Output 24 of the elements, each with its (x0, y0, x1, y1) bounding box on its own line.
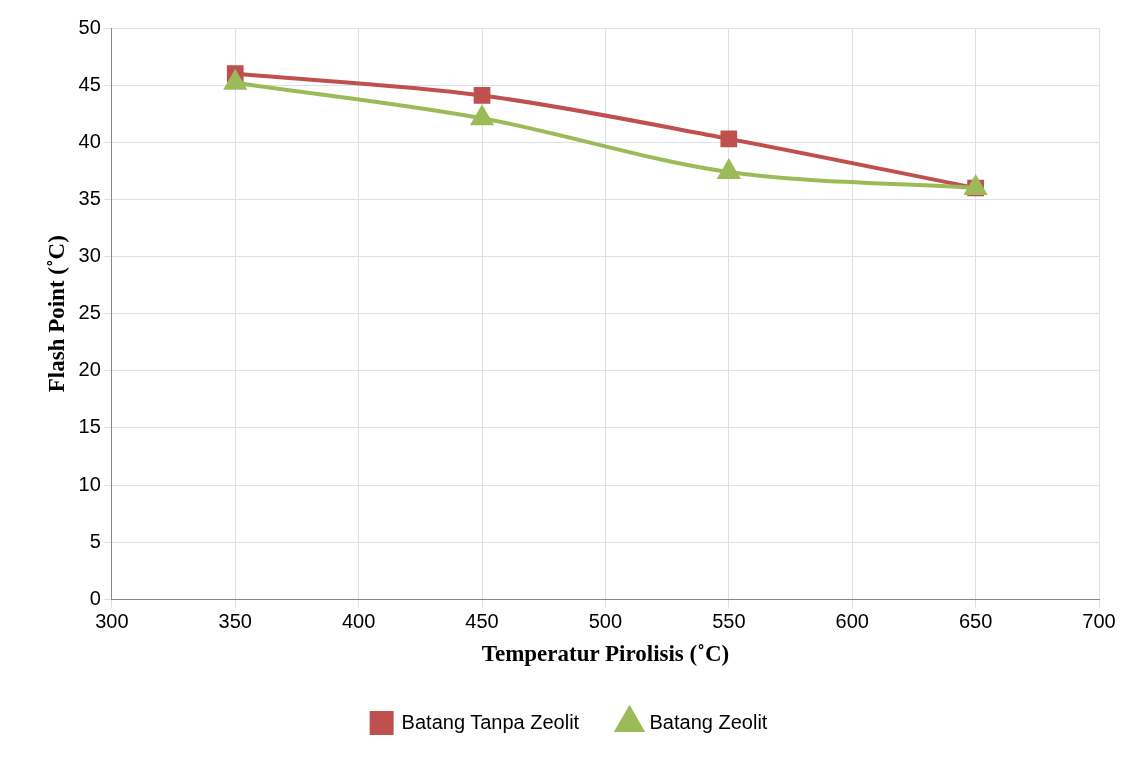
y-tick-label: 25 (78, 301, 101, 324)
y-tick-label: 35 (78, 186, 101, 209)
x-tick-label: 300 (95, 609, 129, 632)
y-axis-title: Flash Point (˚C) (43, 235, 69, 393)
y-tick-label: 40 (78, 129, 101, 152)
x-tick-label: 350 (218, 609, 252, 632)
x-tick-label: 450 (465, 609, 499, 632)
x-tick-label: 500 (588, 609, 623, 632)
y-tick-label: 0 (89, 586, 101, 609)
y-tick-label: 5 (89, 529, 101, 552)
x-tick-label: 550 (712, 609, 746, 632)
x-tick-label: 400 (341, 609, 376, 632)
y-tick-label: 10 (78, 472, 101, 495)
x-tick-label: 600 (835, 609, 869, 632)
y-tick-label: 30 (78, 244, 101, 267)
x-tick-label: 700 (1082, 609, 1116, 632)
y-tick-label: 45 (78, 72, 101, 95)
y-tick-label: 20 (78, 358, 101, 381)
legend-label: Batang Zeolit (649, 710, 768, 733)
x-axis-title: Temperatur Pirolisis (˚C) (481, 641, 730, 667)
legend-label: Batang Tanpa Zeolit (401, 710, 580, 733)
x-tick-label: 650 (958, 609, 993, 632)
y-tick-label: 50 (78, 15, 101, 38)
y-tick-label: 15 (78, 415, 101, 438)
